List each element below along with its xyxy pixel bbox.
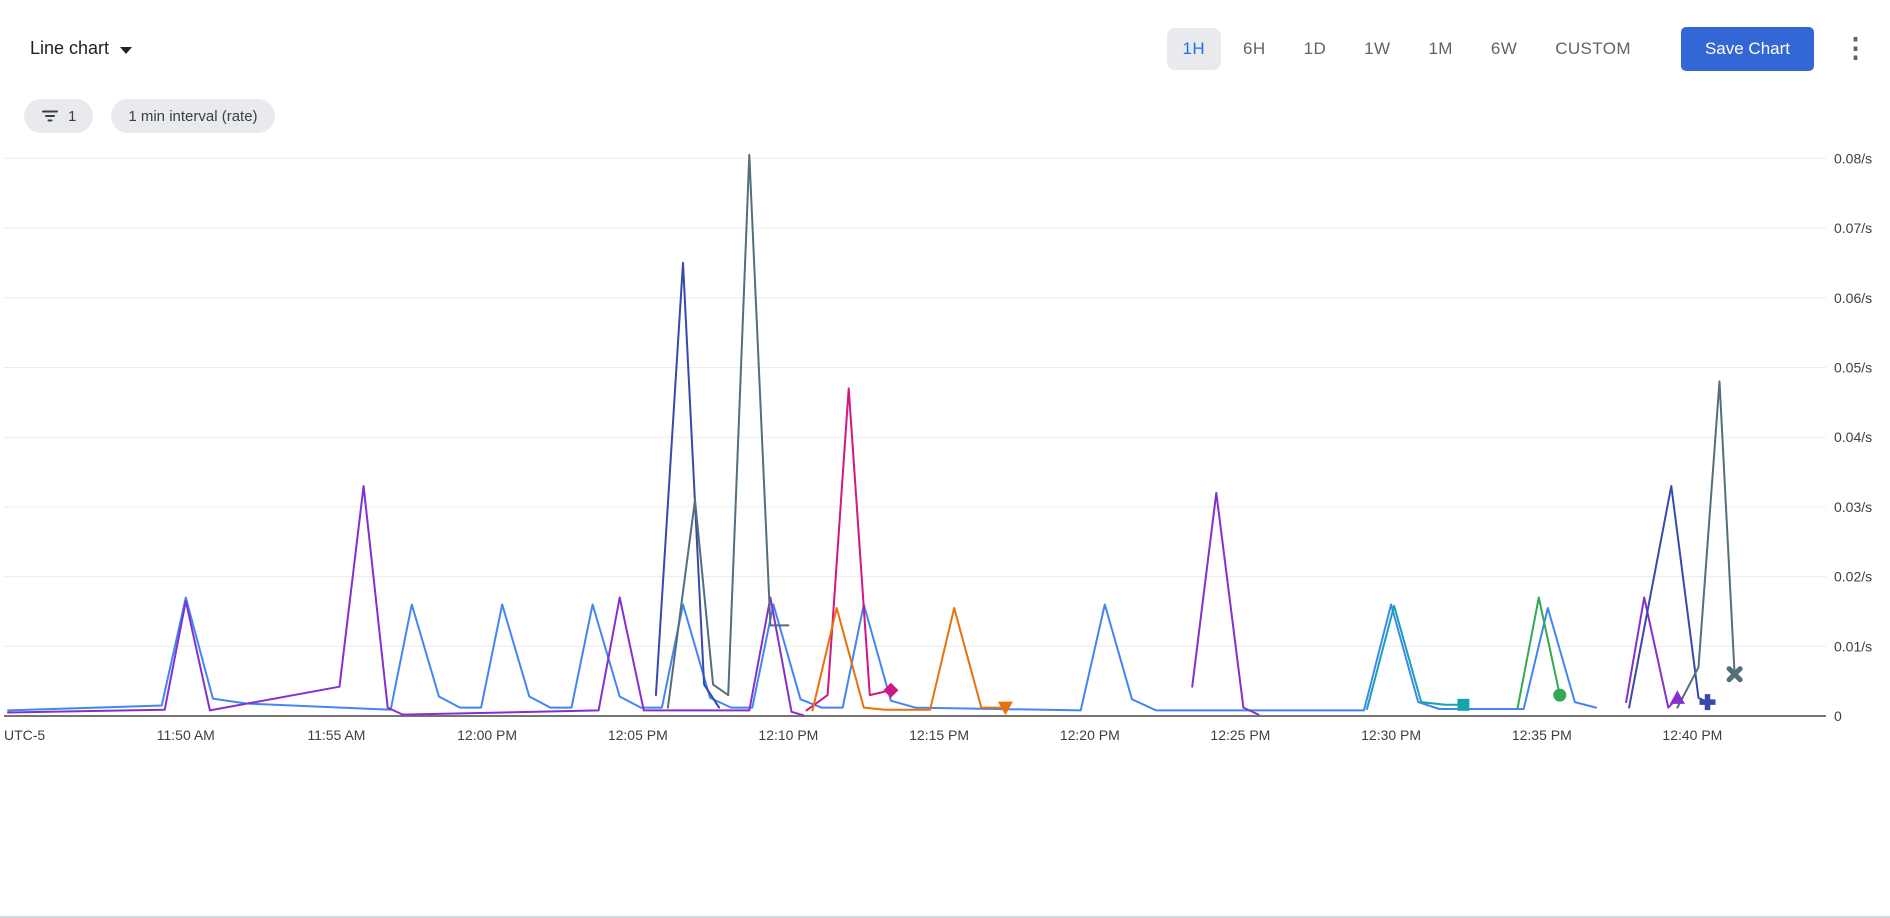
time-range-6h[interactable]: 6H bbox=[1227, 28, 1282, 70]
series-end-marker-x bbox=[1726, 666, 1743, 683]
x-tick-label: 12:00 PM bbox=[457, 727, 517, 743]
y-tick-label: 0 bbox=[1834, 708, 1842, 724]
series-line-purple bbox=[7, 485, 805, 717]
y-tick-label: 0.04/s bbox=[1834, 429, 1872, 445]
x-tick-label: 11:55 AM bbox=[307, 727, 365, 743]
toolbar-right-controls: 1H 6H 1D 1W 1M 6W CUSTOM Save Chart ⋮ bbox=[1166, 26, 1869, 71]
series-line-indigo bbox=[654, 261, 721, 709]
series-end-marker-circle bbox=[1553, 688, 1567, 702]
time-range-1m[interactable]: 1M bbox=[1412, 28, 1468, 70]
series-line-purple bbox=[1625, 596, 1679, 709]
y-tick-label: 0.03/s bbox=[1834, 499, 1872, 515]
series-end-marker-square bbox=[1457, 698, 1470, 711]
x-tick-label: 12:40 PM bbox=[1662, 727, 1722, 743]
series-line-blue bbox=[7, 596, 1597, 712]
x-tick-label: 12:10 PM bbox=[758, 727, 818, 743]
time-range-6w[interactable]: 6W bbox=[1475, 28, 1533, 70]
x-tick-label: 11:50 AM bbox=[157, 727, 215, 743]
y-tick-label: 0.02/s bbox=[1834, 569, 1872, 585]
time-range-1w[interactable]: 1W bbox=[1348, 28, 1406, 70]
filter-count-label: 1 bbox=[68, 107, 77, 125]
series-end-marker-plus bbox=[1699, 694, 1716, 711]
series-end-marker-triangle-down bbox=[997, 701, 1013, 716]
x-tick-label: 12:15 PM bbox=[909, 727, 969, 743]
chart-toolbar: Line chart 1H 6H 1D 1W 1M 6W CUSTOM Save Chart… bbox=[0, 0, 1890, 97]
time-range-1d[interactable]: 1D bbox=[1288, 28, 1343, 70]
interval-chip[interactable]: 1 min interval (rate) bbox=[111, 99, 275, 133]
save-chart-button[interactable]: Save Chart bbox=[1680, 26, 1814, 71]
x-tick-label: 12:05 PM bbox=[608, 727, 668, 743]
series-line-slate bbox=[1676, 380, 1736, 709]
series-line-orange bbox=[811, 607, 1007, 712]
series-line-slate bbox=[666, 153, 790, 709]
chevron-down-icon bbox=[120, 46, 133, 54]
interval-chip-label: 1 min interval (rate) bbox=[128, 107, 258, 125]
filter-list-icon bbox=[42, 110, 58, 122]
series-line-pink bbox=[805, 387, 892, 712]
series-line-green bbox=[1516, 596, 1561, 709]
y-tick-label: 0.08/s bbox=[1834, 150, 1872, 166]
chart-type-label: Line chart bbox=[30, 38, 110, 58]
time-range-group: 1H 6H 1D 1W 1M 6W CUSTOM bbox=[1166, 27, 1647, 70]
x-tick-label: 12:20 PM bbox=[1060, 727, 1120, 743]
x-tick-label: 12:25 PM bbox=[1210, 727, 1270, 743]
x-tick-label: 12:30 PM bbox=[1361, 727, 1421, 743]
series-end-marker-triangle-up bbox=[1669, 690, 1685, 704]
y-tick-label: 0.06/s bbox=[1834, 290, 1872, 306]
chart-type-selector[interactable]: Line chart bbox=[30, 38, 133, 59]
panel-bottom-border bbox=[0, 916, 1890, 918]
more-options-icon[interactable]: ⋮ bbox=[1842, 33, 1869, 63]
filter-chips-row: 1 1 min interval (rate) bbox=[24, 99, 275, 133]
filter-count-chip[interactable]: 1 bbox=[24, 99, 94, 133]
x-tick-label: 12:35 PM bbox=[1512, 727, 1572, 743]
y-tick-label: 0.01/s bbox=[1834, 638, 1872, 654]
series-line-teal bbox=[1366, 604, 1465, 710]
y-tick-label: 0.07/s bbox=[1834, 220, 1872, 236]
series-line-purple bbox=[1191, 491, 1260, 716]
x-axis-timezone-label: UTC-5 bbox=[4, 727, 45, 743]
time-range-custom[interactable]: CUSTOM bbox=[1539, 28, 1647, 70]
time-range-1h[interactable]: 1H bbox=[1166, 27, 1222, 70]
series-end-marker-diamond bbox=[883, 682, 899, 698]
y-tick-label: 0.05/s bbox=[1834, 360, 1872, 376]
